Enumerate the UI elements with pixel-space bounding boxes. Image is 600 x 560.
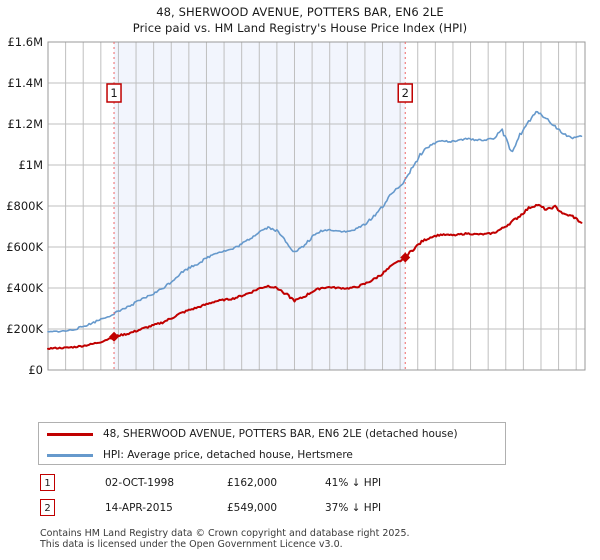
- property-price-line: [47, 203, 583, 350]
- y-axis-tick-label: £1.2M: [7, 117, 43, 131]
- y-axis-tick-label: £1M: [18, 158, 43, 172]
- sale-hpi-delta-1: 41% ↓ HPI: [325, 476, 382, 489]
- page-title: 48, SHERWOOD AVENUE, POTTERS BAR, EN6 2L…: [0, 4, 600, 36]
- sale-point-marker-2[interactable]: [400, 252, 411, 263]
- sale-hpi-delta-2: 37% ↓ HPI: [325, 501, 382, 514]
- legend-swatch-property: [47, 432, 93, 436]
- sale-point-marker-1[interactable]: [109, 331, 120, 342]
- table-row: 1 02-OCT-1998 £162,000 41% ↓ HPI: [40, 470, 460, 495]
- sale-price-1: £162,000: [227, 476, 278, 489]
- sale-marker-badge-1[interactable]: [106, 83, 122, 103]
- legend-label-hpi: HPI: Average price, detached house, Hert…: [103, 449, 353, 461]
- y-axis-tick-label: £200K: [6, 322, 43, 336]
- sale-marker-badge-2: 2: [40, 499, 55, 516]
- sale-date-2: 14-APR-2015: [105, 501, 173, 514]
- y-axis-tick-label: £1.6M: [7, 36, 43, 49]
- sale-marker-badge-label-1: 1: [110, 86, 117, 100]
- sale-date-1: 02-OCT-1998: [105, 476, 174, 489]
- y-axis-tick-label: £1.4M: [7, 76, 43, 90]
- legend-item-hpi: HPI: Average price, detached house, Hert…: [39, 445, 505, 465]
- y-axis-tick-label: £0: [28, 363, 43, 376]
- hpi-average-line: [47, 110, 583, 333]
- sale-marker-badge-1: 1: [40, 474, 55, 491]
- chart-svg: £0 £200K £400K £600K £800K £1M £1.2M £1.4M £1.6M…: [6, 36, 586, 376]
- y-axis-tick-label: £400K: [6, 281, 43, 295]
- footer-line-2: This data is licensed under the Open Gov…: [40, 539, 343, 550]
- legend-swatch-hpi: [47, 453, 93, 457]
- sale-marker-badge-label-2: 2: [402, 86, 409, 100]
- legend-item-property: 48, SHERWOOD AVENUE, POTTERS BAR, EN6 2L…: [39, 424, 505, 444]
- legend-label-property: 48, SHERWOOD AVENUE, POTTERS BAR, EN6 2L…: [103, 428, 458, 440]
- y-axis-tick-label: £600K: [6, 240, 43, 254]
- plot-frame: [47, 41, 586, 371]
- sales-table: 1 02-OCT-1998 £162,000 41% ↓ HPI 2 14-AP…: [40, 470, 460, 520]
- sale-price-2: £549,000: [227, 501, 278, 514]
- y-axis-tick-label: £800K: [6, 199, 43, 213]
- title-line-2: Price paid vs. HM Land Registry's House …: [132, 21, 468, 35]
- attribution-footer: Contains HM Land Registry data © Crown c…: [40, 528, 580, 550]
- footer-line-1: Contains HM Land Registry data © Crown c…: [40, 528, 410, 539]
- title-line-1: 48, SHERWOOD AVENUE, POTTERS BAR, EN6 2L…: [156, 5, 444, 19]
- hpi-price-chart: £0 £200K £400K £600K £800K £1M £1.2M £1.4M £1.6M…: [0, 36, 600, 376]
- sale-marker-badge-2[interactable]: [397, 83, 413, 103]
- chart-legend: 48, SHERWOOD AVENUE, POTTERS BAR, EN6 2L…: [38, 422, 506, 465]
- table-row: 2 14-APR-2015 £549,000 37% ↓ HPI: [40, 495, 460, 520]
